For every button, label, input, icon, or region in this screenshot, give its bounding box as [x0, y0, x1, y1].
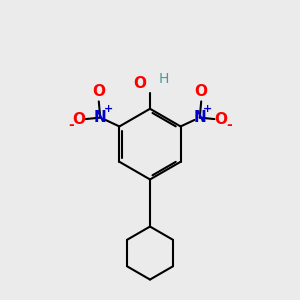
- Text: -: -: [68, 118, 74, 132]
- Text: +: +: [203, 104, 213, 114]
- Text: N: N: [194, 110, 206, 125]
- Text: H: H: [158, 72, 169, 86]
- Text: O: O: [92, 84, 105, 99]
- Text: O: O: [195, 84, 208, 99]
- Text: O: O: [134, 76, 146, 91]
- Text: N: N: [94, 110, 106, 125]
- Text: O: O: [214, 112, 227, 127]
- Text: O: O: [73, 112, 85, 127]
- Text: +: +: [104, 104, 113, 114]
- Text: -: -: [226, 118, 232, 132]
